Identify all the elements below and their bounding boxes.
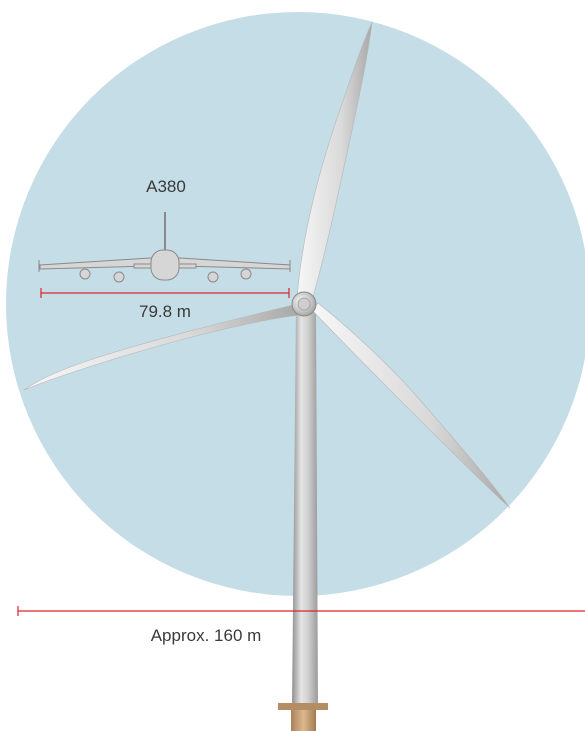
turbine-blade-lower-right bbox=[311, 302, 511, 509]
aircraft-span-label: 79.8 m bbox=[139, 302, 191, 321]
aircraft-span-measure-line bbox=[40, 288, 290, 298]
aircraft-name-label: A380 bbox=[146, 177, 186, 196]
rotor-diameter-measure-line bbox=[17, 606, 585, 616]
turbine-blade-upper bbox=[296, 21, 373, 301]
turbine-foundation bbox=[278, 703, 328, 731]
hub-center bbox=[297, 297, 311, 311]
turbine-tower bbox=[292, 310, 318, 706]
turbine-blade-left bbox=[23, 303, 301, 391]
a380-aircraft-icon bbox=[38, 212, 291, 283]
rotor-diameter-label: Approx. 160 m bbox=[151, 626, 262, 645]
